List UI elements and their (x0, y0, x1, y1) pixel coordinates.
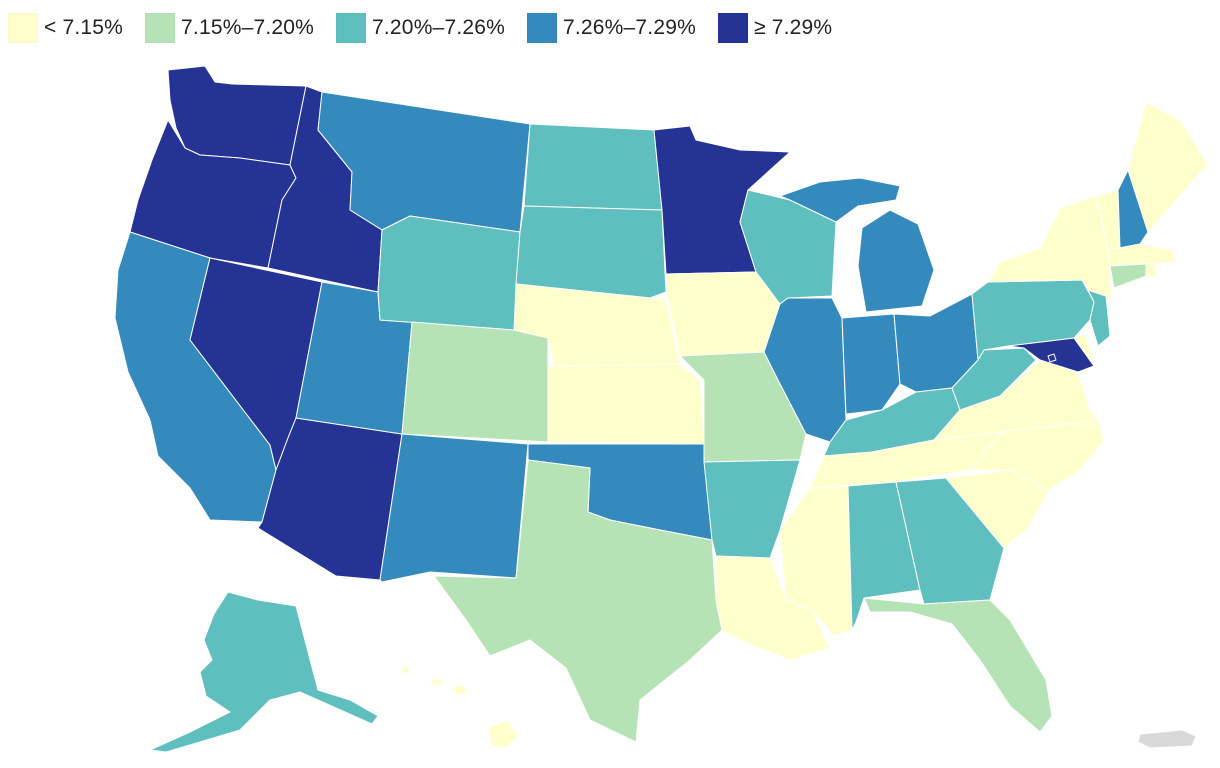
state-delaware[interactable] (1073, 333, 1095, 367)
legend-swatch-4 (526, 13, 557, 43)
legend-item-5: ≥ 7.29% (717, 13, 833, 43)
state-alaska[interactable] (149, 591, 379, 753)
state-rhode-island[interactable] (1145, 263, 1157, 279)
state-illinois[interactable] (763, 297, 847, 443)
legend-swatch-1 (8, 13, 38, 43)
state-colorado[interactable] (401, 321, 549, 443)
legend-label-2: 7.15%–7.20% (181, 16, 315, 39)
territory-puerto-rico[interactable] (1137, 729, 1197, 749)
state-new-mexico[interactable] (379, 433, 529, 583)
legend: < 7.15% 7.15%–7.20% 7.20%–7.26% 7.26%–7.… (8, 12, 854, 44)
state-maine[interactable] (1127, 101, 1209, 233)
legend-swatch-3 (336, 13, 367, 43)
legend-item-4: 7.26%–7.29% (526, 13, 696, 43)
state-michigan-upper-peninsula[interactable] (779, 177, 901, 223)
legend-label-5: ≥ 7.29% (753, 16, 833, 39)
state-iowa[interactable] (665, 271, 781, 357)
state-wyoming[interactable] (377, 215, 521, 331)
state-south-dakota[interactable] (515, 205, 667, 299)
legend-item-3: 7.20%–7.26% (336, 13, 505, 43)
legend-item-1: < 7.15% (8, 13, 123, 43)
legend-label-4: 7.26%–7.29% (562, 16, 696, 39)
state-south-carolina[interactable] (945, 469, 1051, 549)
state-district-of-columbia[interactable] (1047, 353, 1057, 363)
legend-label-3: 7.20%–7.26% (372, 16, 505, 39)
state-connecticut[interactable] (1109, 263, 1147, 289)
state-texas[interactable] (433, 459, 723, 743)
state-north-dakota[interactable] (523, 123, 663, 211)
state-indiana[interactable] (841, 313, 901, 415)
legend-swatch-2 (145, 13, 176, 43)
legend-label-1: < 7.15% (44, 16, 124, 39)
state-michigan[interactable] (857, 209, 935, 313)
state-hawaii[interactable] (399, 665, 519, 749)
legend-item-2: 7.15%–7.20% (145, 13, 314, 43)
state-new-hampshire[interactable] (1117, 169, 1149, 249)
state-louisiana[interactable] (715, 555, 831, 661)
state-florida[interactable] (863, 597, 1053, 733)
state-kansas[interactable] (547, 363, 705, 445)
legend-swatch-5 (717, 13, 748, 43)
